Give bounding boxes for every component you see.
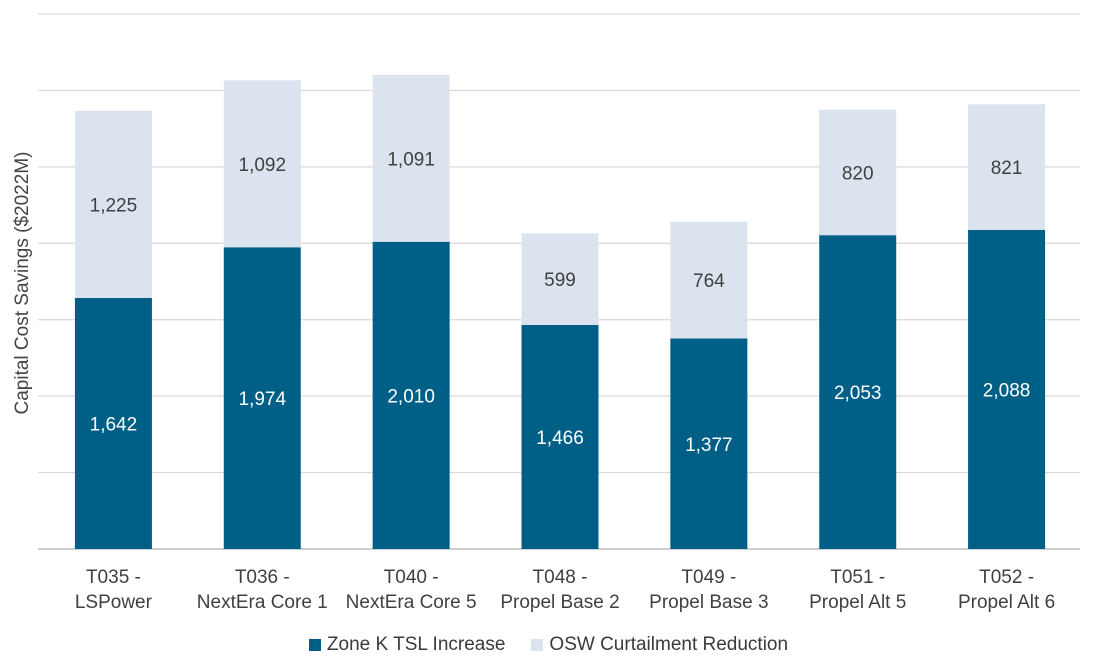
legend-swatch-zone-k <box>308 639 321 651</box>
x-tick-label-1: T036 -NextEra Core 1 <box>197 567 328 613</box>
bar-segment-osw-1 <box>223 80 301 248</box>
data-label-zone-k-3: 1,466 <box>536 428 584 449</box>
data-label-zone-k-0: 1,642 <box>90 415 138 436</box>
legend-label-osw: OSW Curtailment Reduction <box>549 634 789 655</box>
x-tick-label-6: T052 -Propel Alt 6 <box>958 567 1055 613</box>
data-label-osw-5: 820 <box>842 164 874 185</box>
x-tick-label-2: T040 -NextEra Core 5 <box>346 567 477 613</box>
legend: Zone K TSL Increase OSW Curtailment Redu… <box>0 634 1097 656</box>
bar-segment-zone-k-3 <box>521 324 599 549</box>
data-label-osw-1: 1,092 <box>239 155 287 176</box>
legend-label-zone-k: Zone K TSL Increase <box>326 634 506 655</box>
x-tick-label-5: T051 -Propel Alt 5 <box>809 567 906 613</box>
legend-swatch-osw <box>531 639 544 651</box>
legend-item-osw: OSW Curtailment Reduction <box>531 634 788 656</box>
y-axis-label: Capital Cost Savings ($2022M) <box>12 152 33 415</box>
data-label-zone-k-2: 2,010 <box>387 386 435 407</box>
bar-segment-zone-k-5 <box>819 235 897 550</box>
x-tick-label-4: T049 -Propel Base 3 <box>649 567 768 613</box>
data-label-osw-3: 599 <box>544 270 576 291</box>
data-label-osw-6: 821 <box>991 158 1023 179</box>
x-tick-label-3: T048 -Propel Base 2 <box>500 567 619 613</box>
legend-item-zone-k: Zone K TSL Increase <box>308 634 506 656</box>
x-axis-labels: T035 -LSPower T036 -NextEra Core 1 T040 -N… <box>75 567 1055 613</box>
data-label-zone-k-6: 2,088 <box>983 380 1031 401</box>
data-label-zone-k-4: 1,377 <box>685 435 733 456</box>
data-label-zone-k-1: 1,974 <box>239 389 287 410</box>
bar-segment-osw-6 <box>968 104 1046 230</box>
bar-segment-osw-5 <box>819 109 897 236</box>
bar-segment-zone-k-4 <box>670 338 748 549</box>
data-label-osw-2: 1,091 <box>387 149 435 170</box>
bar-segment-zone-k-2 <box>372 241 450 549</box>
data-label-osw-4: 764 <box>693 271 725 292</box>
bar-segment-osw-3 <box>521 233 599 325</box>
bar-segment-zone-k-6 <box>968 229 1046 549</box>
x-tick-label-0: T035 -LSPower <box>75 567 153 613</box>
data-label-zone-k-5: 2,053 <box>834 383 882 404</box>
bar-segment-osw-2 <box>372 74 450 242</box>
data-label-osw-0: 1,225 <box>90 195 138 216</box>
bars: 1,642 1,225 1,974 1,092 2,010 1,091 1,466 599 1,… <box>74 74 1046 550</box>
bar-segment-osw-0 <box>74 110 152 299</box>
bar-segment-osw-4 <box>670 221 748 339</box>
bar-segment-zone-k-0 <box>74 298 152 549</box>
bar-segment-zone-k-1 <box>223 247 301 549</box>
